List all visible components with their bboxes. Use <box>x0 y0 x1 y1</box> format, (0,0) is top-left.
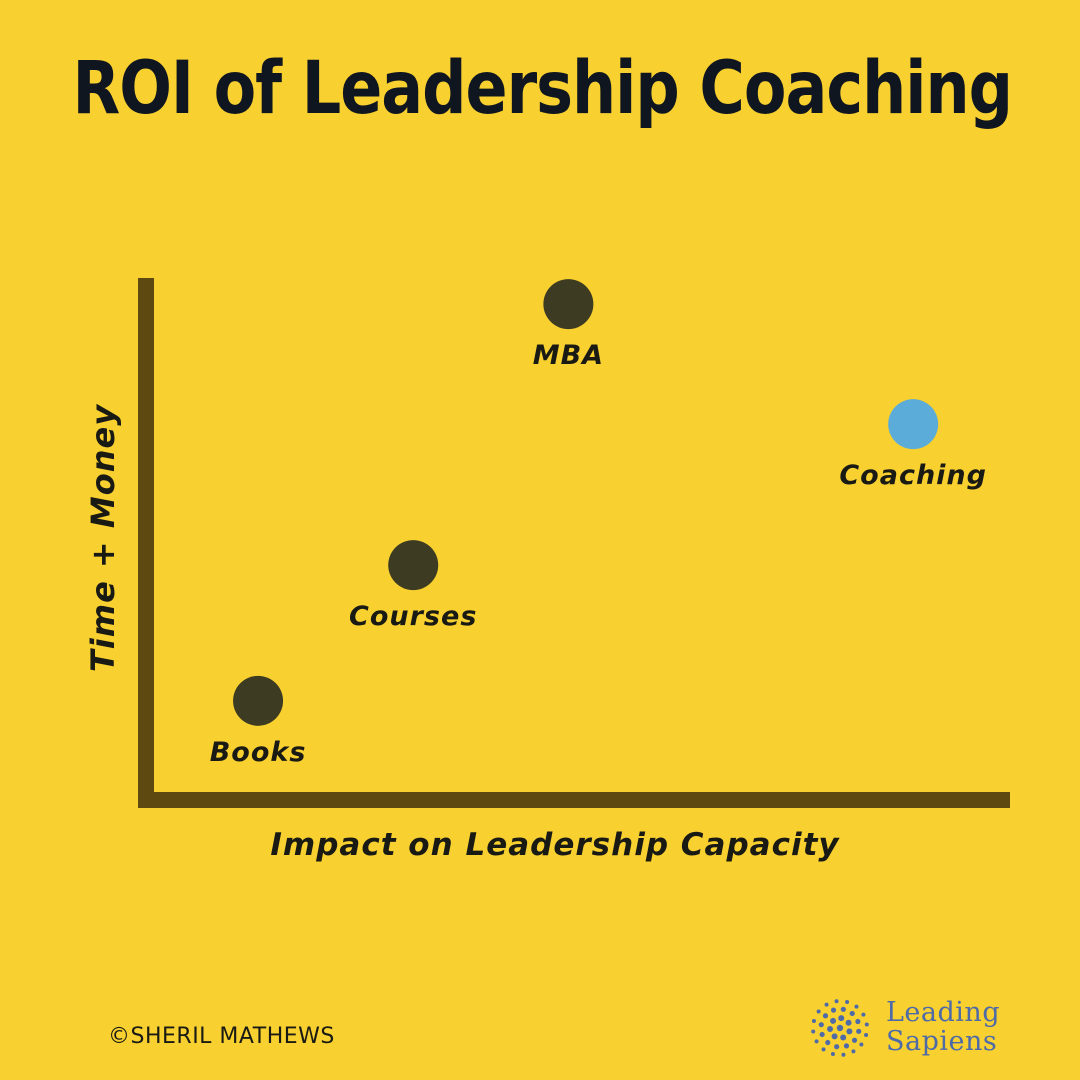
data-label-courses: Courses <box>349 601 477 632</box>
logo-dot <box>818 1022 824 1028</box>
data-point-mba <box>543 279 594 330</box>
dot-circle-icon <box>811 999 869 1057</box>
logo-dot <box>851 1049 856 1054</box>
logo-wordmark: Leading Sapiens <box>886 998 1000 1056</box>
logo-dot <box>838 1015 845 1022</box>
logo-dot <box>861 1012 866 1017</box>
logo-dot <box>830 1007 837 1013</box>
logo-dot <box>822 1013 829 1019</box>
data-point-coaching <box>888 399 939 450</box>
logo-dot <box>841 1052 846 1057</box>
brand-logo: Leading Sapiens <box>808 996 1028 1060</box>
logo-dot <box>846 1028 853 1035</box>
logo-dot <box>830 1017 837 1024</box>
data-points: Books Courses MBA Coaching <box>210 279 987 768</box>
copyright-text: ©SHERIL MATHEWS <box>108 1024 335 1049</box>
logo-dot <box>840 1006 846 1012</box>
logo-dot <box>824 1002 829 1007</box>
logo-dot <box>864 1022 869 1027</box>
logo-dot <box>855 1018 861 1025</box>
logo-dot <box>819 1031 825 1038</box>
logo-dot <box>845 999 850 1004</box>
data-label-coaching: Coaching <box>839 460 987 491</box>
logo-line-2: Sapiens <box>886 1026 998 1057</box>
logo-dot <box>811 1018 816 1023</box>
logo-dot <box>856 1028 862 1034</box>
logo-dot <box>814 1039 819 1044</box>
logo-dot <box>849 1010 855 1017</box>
y-axis-label: Time + Money <box>84 404 122 672</box>
data-label-books: Books <box>210 737 307 768</box>
y-axis-line <box>138 278 154 808</box>
x-axis-line <box>138 792 1010 808</box>
logo-line-1: Leading <box>886 997 1001 1028</box>
logo-dot <box>859 1042 864 1047</box>
logo-dot <box>854 1004 859 1009</box>
logo-dot <box>851 1037 858 1043</box>
logo-dot <box>845 1019 852 1026</box>
logo-dot <box>834 999 839 1004</box>
logo-dot <box>843 1043 850 1049</box>
logo-dot <box>840 1034 847 1041</box>
logo-dot <box>827 1025 834 1032</box>
logo-dot <box>831 1033 838 1040</box>
logo-dot <box>821 1047 826 1052</box>
logo-dot <box>834 1044 840 1050</box>
data-point-books <box>233 675 284 726</box>
data-point-courses <box>388 540 439 591</box>
logo-dot <box>816 1009 821 1014</box>
chart-title: ROI of Leadership Coaching <box>72 44 1013 131</box>
logo-dot <box>836 1024 844 1032</box>
data-label-mba: MBA <box>533 340 604 371</box>
logo-dot <box>811 1029 816 1034</box>
logo-dot <box>864 1033 869 1038</box>
logo-dot <box>830 1052 835 1057</box>
logo-dot <box>825 1039 831 1046</box>
x-axis-label: Impact on Leadership Capacity <box>270 827 840 863</box>
